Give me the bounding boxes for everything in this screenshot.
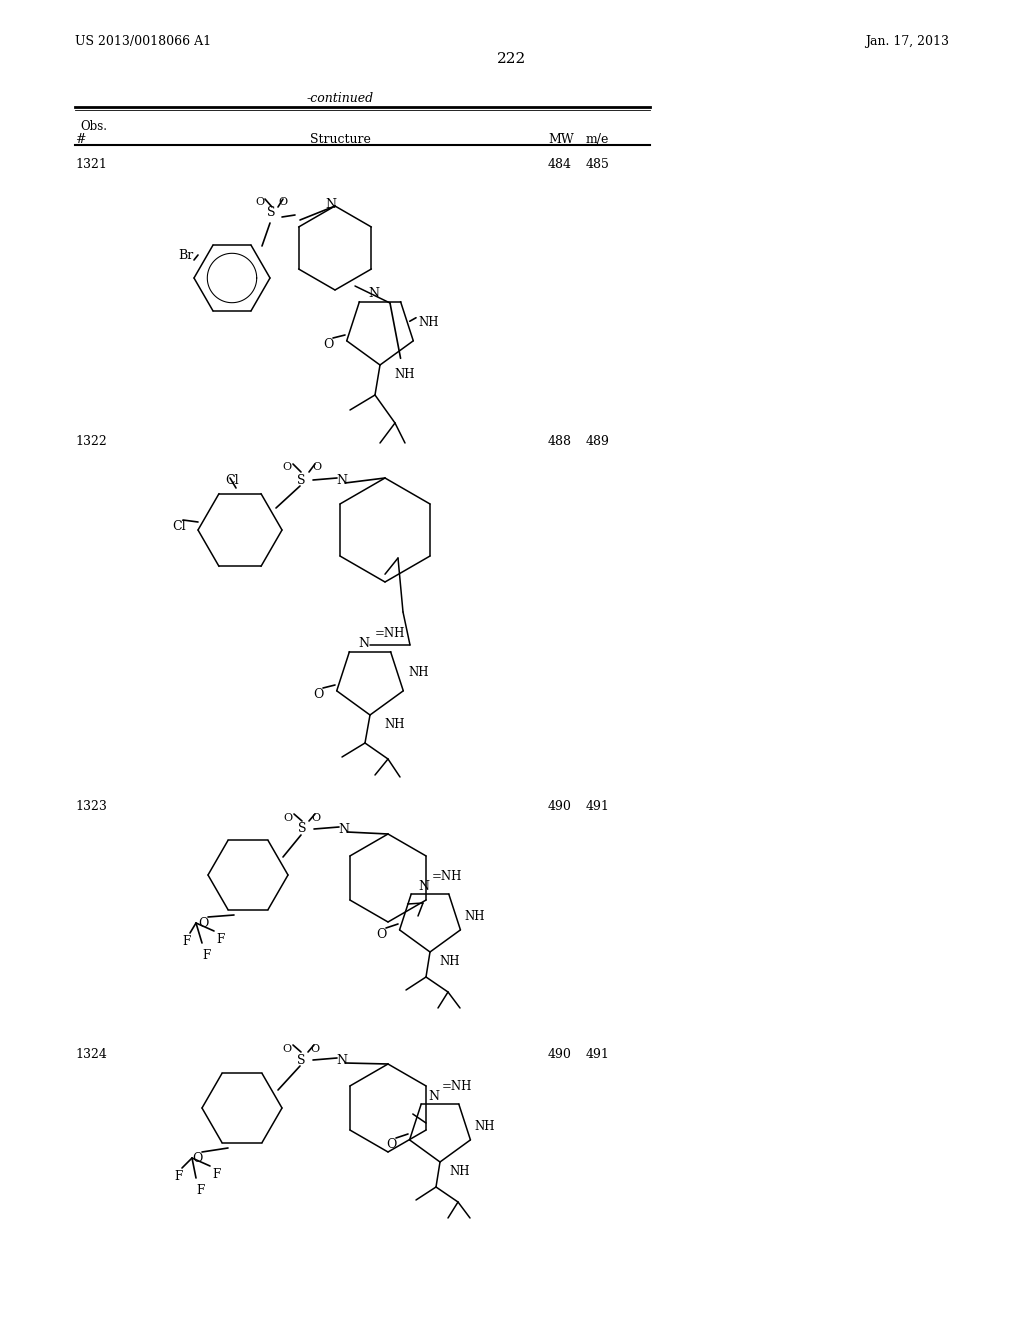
Text: O: O: [284, 813, 293, 822]
Text: NH: NH: [394, 368, 415, 381]
Text: S: S: [297, 1053, 305, 1067]
Text: -continued: -continued: [306, 92, 374, 106]
Text: Br: Br: [178, 249, 194, 261]
Text: Cl: Cl: [172, 520, 185, 533]
Text: Structure: Structure: [309, 133, 371, 147]
Text: F: F: [174, 1170, 182, 1183]
Text: NH: NH: [439, 954, 460, 968]
Text: O: O: [283, 1044, 292, 1053]
Text: F: F: [212, 1168, 220, 1181]
Text: N: N: [358, 638, 370, 649]
Text: =NH: =NH: [442, 1080, 472, 1093]
Text: =NH: =NH: [375, 627, 406, 640]
Text: N: N: [326, 198, 337, 211]
Text: NH: NH: [384, 718, 404, 731]
Text: N: N: [339, 822, 349, 836]
Text: m/e: m/e: [586, 133, 609, 147]
Text: O: O: [323, 338, 334, 351]
Text: S: S: [297, 474, 305, 487]
Text: O: O: [310, 1044, 319, 1053]
Text: N: N: [428, 1090, 439, 1104]
Text: Obs.: Obs.: [80, 120, 106, 133]
Text: Cl: Cl: [225, 474, 239, 487]
Text: 488: 488: [548, 436, 572, 447]
Text: MW: MW: [548, 133, 573, 147]
Text: F: F: [196, 1184, 204, 1197]
Text: N: N: [337, 1053, 347, 1067]
Text: O: O: [386, 1138, 396, 1151]
Text: Jan. 17, 2013: Jan. 17, 2013: [865, 36, 949, 48]
Text: F: F: [216, 933, 224, 946]
Text: N: N: [337, 474, 347, 487]
Text: O: O: [313, 688, 324, 701]
Text: N: N: [419, 880, 429, 894]
Text: NH: NH: [418, 315, 438, 329]
Text: 491: 491: [586, 1048, 610, 1061]
Text: F: F: [202, 949, 210, 962]
Text: O: O: [255, 197, 264, 207]
Text: O: O: [312, 462, 322, 473]
Text: NH: NH: [474, 1121, 495, 1134]
Text: 484: 484: [548, 158, 572, 172]
Text: O: O: [193, 1152, 203, 1166]
Text: NH: NH: [408, 667, 428, 678]
Text: S: S: [298, 822, 306, 836]
Text: 485: 485: [586, 158, 610, 172]
Text: 490: 490: [548, 1048, 571, 1061]
Text: #: #: [75, 133, 85, 147]
Text: 222: 222: [498, 51, 526, 66]
Text: 1321: 1321: [75, 158, 106, 172]
Text: NH: NH: [464, 911, 484, 924]
Text: O: O: [311, 813, 321, 822]
Text: O: O: [198, 917, 208, 931]
Text: O: O: [279, 197, 288, 207]
Text: 491: 491: [586, 800, 610, 813]
Text: NH: NH: [450, 1166, 470, 1177]
Text: F: F: [182, 935, 190, 948]
Text: O: O: [283, 462, 292, 473]
Text: US 2013/0018066 A1: US 2013/0018066 A1: [75, 36, 211, 48]
Text: 1322: 1322: [75, 436, 106, 447]
Text: 1324: 1324: [75, 1048, 106, 1061]
Text: S: S: [266, 206, 275, 219]
Text: 489: 489: [586, 436, 610, 447]
Text: 490: 490: [548, 800, 571, 813]
Text: 1323: 1323: [75, 800, 106, 813]
Text: N: N: [369, 286, 380, 300]
Text: O: O: [376, 928, 386, 941]
Text: =NH: =NH: [432, 870, 463, 883]
